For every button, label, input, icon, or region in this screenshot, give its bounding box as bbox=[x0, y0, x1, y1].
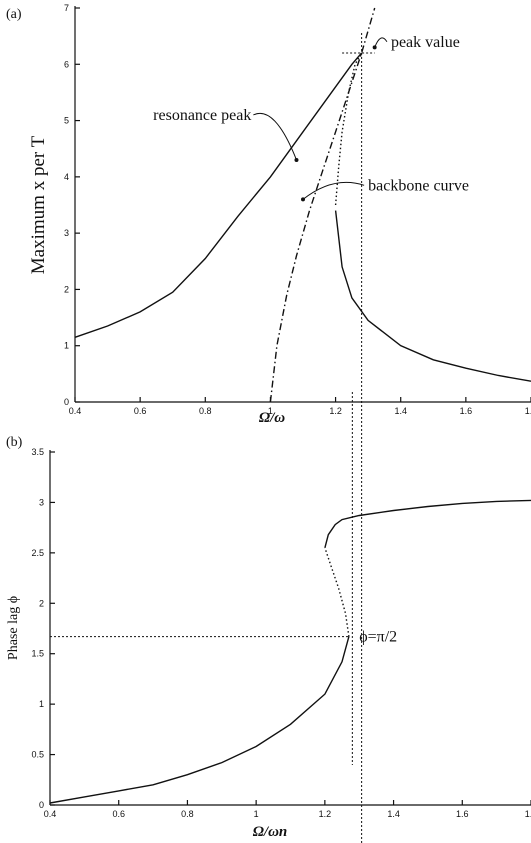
x-tick-label: 1 bbox=[254, 809, 259, 819]
series-resonance-peak bbox=[74, 52, 363, 338]
x-tick-label: 1.8 bbox=[525, 406, 531, 416]
panel-label: (b) bbox=[6, 435, 23, 450]
y-tick-label: 2 bbox=[39, 598, 44, 608]
x-axis-label: Ω/ωn bbox=[253, 824, 288, 840]
annotation-label: resonance peak bbox=[153, 107, 251, 124]
x-tick-label: 0.6 bbox=[112, 809, 125, 819]
y-axis-label: Phase lag ϕ bbox=[6, 596, 21, 660]
annotation-label: ϕ=π/2 bbox=[359, 629, 397, 646]
y-tick-label: 5 bbox=[64, 116, 69, 126]
x-tick-label: 1 bbox=[268, 406, 273, 416]
y-tick-label: 1.5 bbox=[31, 649, 44, 659]
x-tick-label: 1.2 bbox=[319, 809, 332, 819]
x-tick-label: 1.4 bbox=[394, 406, 407, 416]
y-tick-label: 2.5 bbox=[31, 548, 44, 558]
x-axis-label: Ω/ω bbox=[259, 410, 285, 426]
y-tick-label: 0 bbox=[64, 397, 69, 407]
y-tick-label: 0.5 bbox=[31, 750, 44, 760]
x-tick-label: 1.8 bbox=[525, 809, 531, 819]
panel-label: (a) bbox=[6, 7, 22, 22]
y-tick-label: 4 bbox=[64, 172, 69, 182]
y-tick-label: 2 bbox=[64, 284, 69, 294]
annotation-arrow bbox=[253, 113, 297, 161]
x-tick-label: 1.6 bbox=[460, 406, 473, 416]
x-tick-label: 0.4 bbox=[69, 406, 82, 416]
series-unstable-branch bbox=[334, 52, 363, 206]
annotation-label: backbone curve bbox=[368, 177, 469, 194]
x-tick-label: 0.8 bbox=[181, 809, 194, 819]
y-axis-label: Maximum x per T bbox=[28, 135, 49, 274]
annotation-label: peak value bbox=[391, 34, 460, 51]
y-tick-label: 3 bbox=[39, 497, 44, 507]
x-tick-label: 0.8 bbox=[199, 406, 212, 416]
series-upper-branch bbox=[324, 499, 531, 548]
y-tick-label: 3.5 bbox=[31, 447, 44, 457]
y-tick-label: 3 bbox=[64, 228, 69, 238]
annotation-arrow bbox=[302, 181, 365, 200]
annotation-arrowhead bbox=[294, 157, 299, 162]
y-tick-label: 1 bbox=[39, 699, 44, 709]
x-tick-label: 1.6 bbox=[456, 809, 469, 819]
y-tick-label: 0 bbox=[39, 800, 44, 810]
y-tick-label: 6 bbox=[64, 59, 69, 69]
series-backbone-curve bbox=[269, 7, 376, 403]
annotation-arrowhead bbox=[372, 45, 377, 50]
x-tick-label: 1.2 bbox=[329, 406, 342, 416]
panel-a: (a) 0.4 0.6 0.8 1 1.2 1.4 1.6 1.8 0 1 2 3 4 5 6 7 Maximum… bbox=[6, 3, 531, 843]
annotation-arrow bbox=[374, 37, 388, 48]
x-tick-label: 1.4 bbox=[387, 809, 400, 819]
panel-b: (b) 0.4 0.6 0.8 1 1.2 1.4 1.6 1.8 0 0.5 1 1.5 2 2.5 3 3.… bbox=[6, 392, 531, 840]
series-unstable-branch bbox=[324, 547, 350, 637]
series-lower-branch bbox=[49, 636, 350, 804]
annotation-arrowhead bbox=[301, 197, 305, 202]
x-tick-label: 0.4 bbox=[44, 809, 57, 819]
y-tick-label: 1 bbox=[64, 341, 69, 351]
y-tick-label: 7 bbox=[64, 3, 69, 13]
x-tick-label: 0.6 bbox=[134, 406, 147, 416]
series-lower-branch bbox=[334, 210, 531, 382]
